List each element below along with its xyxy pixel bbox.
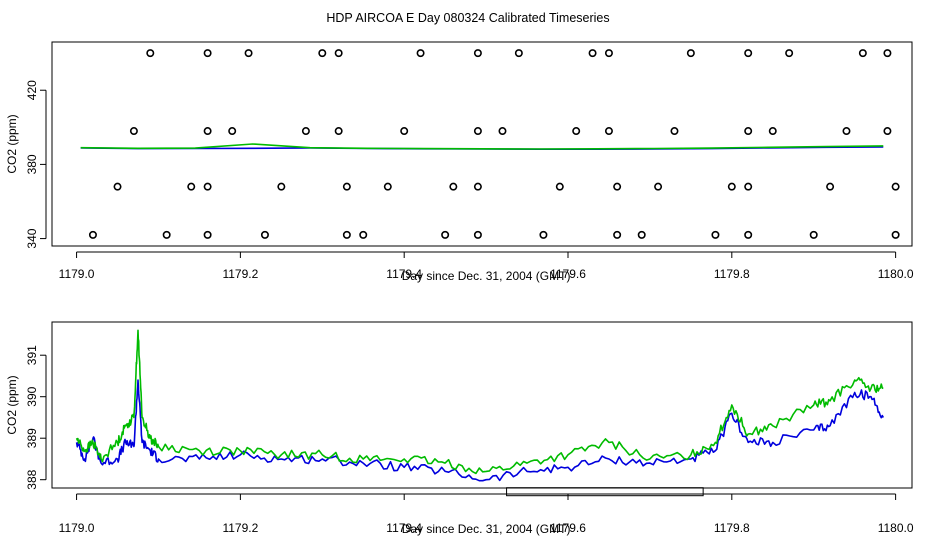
x-tick-label: 1179.2 — [222, 521, 258, 535]
panel-top: 1179.0 1179.2 1179.4 1179.6 1179.8 1180.0 Day … — [5, 41, 914, 283]
chart-title: HDP AIRCOA E Day 080324 Calibrated Times… — [326, 11, 609, 25]
scatter-point — [416, 49, 425, 58]
x-tick-label: 1179.2 — [222, 267, 258, 281]
scatter-point — [785, 49, 794, 58]
scatter-point — [858, 49, 867, 58]
y-tick-label: 340 — [25, 228, 39, 248]
scatter-point — [129, 127, 138, 136]
scatter-point — [670, 127, 679, 136]
scatter-point — [768, 127, 777, 136]
scatter-point — [809, 230, 818, 239]
y-tick-label: 391 — [25, 345, 39, 365]
scatter-point — [203, 230, 212, 239]
scatter-point — [711, 230, 720, 239]
y-axis-label: CO2 (ppm) — [5, 375, 19, 434]
scatter-point — [146, 49, 155, 58]
scatter-point — [727, 182, 736, 191]
scatter-point — [301, 127, 310, 136]
y-tick-label: 388 — [25, 469, 39, 489]
scatter-point — [744, 127, 753, 136]
scatter-point — [203, 182, 212, 191]
scatter-point — [113, 182, 122, 191]
y-tick-label: 389 — [25, 428, 39, 448]
x-tick-label: 1179.8 — [714, 267, 750, 281]
panel-bottom: 1179.0 1179.2 1179.4 1179.6 1179.8 1180.0 Day … — [5, 321, 914, 536]
scatter-point — [162, 230, 171, 239]
x-tick-label: 1179.8 — [714, 521, 750, 535]
y-axis-label: CO2 (ppm) — [5, 114, 19, 173]
y-tick-label: 380 — [25, 154, 39, 174]
scatter-point — [613, 230, 622, 239]
y-tick-label: 390 — [25, 386, 39, 406]
scatter-point — [383, 182, 392, 191]
scatter-point — [359, 230, 368, 239]
scatter-point — [318, 49, 327, 58]
scatter-point — [441, 230, 450, 239]
scatter-point — [539, 230, 548, 239]
scatter-point — [473, 182, 482, 191]
series-line-blue — [75, 379, 885, 482]
series-line-green — [75, 329, 884, 475]
scatter-point — [203, 49, 212, 58]
scatter-point — [613, 182, 622, 191]
x-tick-label: 1179.0 — [59, 267, 95, 281]
scatter-point — [400, 127, 409, 136]
scatter-point — [572, 127, 581, 136]
scatter-point — [498, 127, 507, 136]
scatter-point — [514, 49, 523, 58]
x-tick-label: 1179.6 — [550, 267, 586, 281]
scatter-point — [826, 182, 835, 191]
scatter-point — [334, 49, 343, 58]
scatter-point — [891, 182, 900, 191]
x-axis-label: Day since Dec. 31, 2004 (GMT) — [402, 269, 571, 283]
x-tick-label: 1179.6 — [550, 521, 586, 535]
scatter-point — [744, 182, 753, 191]
x-tick-label: 1180.0 — [878, 267, 914, 281]
x-tick-label: 1179.4 — [386, 521, 422, 535]
scatter-point — [203, 127, 212, 136]
scatter-point — [744, 49, 753, 58]
bracket-box — [506, 487, 704, 497]
scatter-point — [244, 49, 253, 58]
x-tick-label: 1180.0 — [878, 521, 914, 535]
x-axis-label: Day since Dec. 31, 2004 (GMT) — [402, 522, 571, 536]
scatter-point — [473, 49, 482, 58]
plot-frame — [51, 321, 913, 489]
scatter-point — [744, 230, 753, 239]
scatter-point — [883, 127, 892, 136]
plot-frame — [51, 41, 913, 247]
scatter-point — [842, 127, 851, 136]
scatter-point — [342, 182, 351, 191]
scatter-point — [473, 127, 482, 136]
scatter-point — [473, 230, 482, 239]
scatter-point — [228, 127, 237, 136]
scatter-point — [555, 182, 564, 191]
scatter-point — [334, 127, 343, 136]
scatter-point — [342, 230, 351, 239]
scatter-point — [891, 230, 900, 239]
scatter-point — [260, 230, 269, 239]
scatter-point — [449, 182, 458, 191]
scatter-point — [604, 49, 613, 58]
scatter-point — [277, 182, 286, 191]
scatter-point — [686, 49, 695, 58]
scatter-point — [883, 49, 892, 58]
scatter-point — [588, 49, 597, 58]
scatter-point — [88, 230, 97, 239]
x-tick-label: 1179.0 — [59, 521, 95, 535]
scatter-point — [187, 182, 196, 191]
scatter-point — [654, 182, 663, 191]
scatter-point — [604, 127, 613, 136]
x-tick-label: 1179.4 — [386, 267, 422, 281]
scatter-point — [637, 230, 646, 239]
y-tick-label: 420 — [25, 80, 39, 100]
series-line-green — [80, 143, 884, 150]
